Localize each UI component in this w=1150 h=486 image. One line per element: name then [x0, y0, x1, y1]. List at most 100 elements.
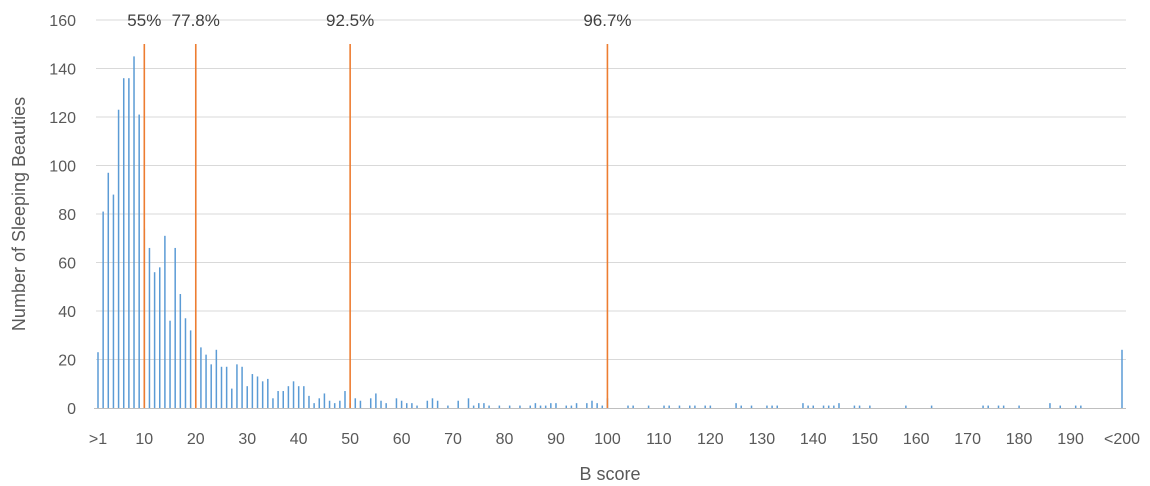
x-tick-label: 160 — [903, 431, 930, 448]
bar — [375, 393, 377, 408]
reference-line-label: 92.5% — [326, 11, 374, 30]
x-tick-label: 150 — [851, 431, 878, 448]
x-tick-label: 50 — [341, 431, 359, 448]
bar — [704, 405, 706, 408]
bar — [550, 403, 552, 408]
y-tick-label: 60 — [58, 256, 76, 273]
bar — [457, 400, 459, 408]
bar — [158, 267, 161, 408]
bar — [822, 405, 825, 408]
bar — [555, 403, 557, 408]
bar — [858, 405, 861, 408]
bar — [328, 400, 331, 408]
bar — [833, 405, 835, 408]
bar — [776, 405, 778, 408]
bar — [251, 374, 254, 408]
bar — [586, 403, 588, 408]
bar — [740, 405, 742, 408]
y-tick-label: 140 — [49, 62, 76, 79]
bar — [431, 398, 434, 408]
bar — [853, 405, 856, 408]
bar — [766, 405, 768, 408]
bar — [164, 235, 166, 408]
bar — [205, 354, 207, 408]
bar — [596, 403, 598, 408]
bar — [215, 349, 218, 408]
bar — [735, 403, 737, 408]
bar — [426, 400, 429, 408]
y-tick-label: 40 — [58, 304, 76, 321]
bar — [591, 400, 593, 408]
x-tick-label: 70 — [444, 431, 462, 448]
bar — [632, 405, 634, 408]
bar — [102, 211, 104, 408]
bar — [354, 398, 357, 408]
y-tick-labels: 0 20 40 60 80 100 120 140 160 — [49, 13, 76, 418]
bar — [544, 405, 547, 408]
y-tick-label: 120 — [49, 110, 76, 127]
bar — [663, 405, 665, 408]
bar — [930, 405, 933, 408]
bar — [436, 400, 439, 408]
bar — [1018, 405, 1020, 408]
bar — [339, 400, 341, 408]
bar — [1049, 403, 1051, 408]
bar — [601, 405, 604, 408]
bar — [225, 366, 228, 408]
reference-lines: 55% 77.8% 92.5% 96.7% — [127, 11, 632, 408]
bar — [694, 405, 696, 408]
bar — [678, 405, 681, 408]
bar — [236, 364, 238, 408]
bar — [529, 405, 531, 408]
bar — [411, 403, 413, 408]
bar — [380, 400, 382, 408]
bars — [97, 56, 1123, 408]
bar — [1074, 405, 1077, 408]
bar — [807, 405, 809, 408]
x-tick-label: 100 — [594, 431, 621, 448]
bar — [174, 247, 176, 408]
bar — [508, 405, 511, 408]
bar — [416, 405, 418, 408]
x-tick-label: 130 — [748, 431, 775, 448]
bar — [179, 294, 182, 408]
bar — [97, 352, 99, 408]
bar — [869, 405, 871, 408]
bar — [241, 366, 243, 408]
x-tick-label: 80 — [496, 431, 514, 448]
bar — [400, 400, 403, 408]
y-tick-label: 0 — [67, 401, 76, 418]
bar — [689, 405, 691, 408]
reference-line-label: 55% — [127, 11, 161, 30]
x-axis-title: B score — [579, 464, 640, 484]
x-tick-label: 180 — [1006, 431, 1033, 448]
bar — [987, 405, 989, 408]
bar — [1080, 405, 1082, 408]
x-tick-label: 60 — [393, 431, 411, 448]
y-tick-label: 100 — [49, 159, 76, 176]
y-tick-label: 80 — [58, 207, 76, 224]
bar — [565, 405, 568, 408]
reference-line-label: 96.7% — [583, 11, 631, 30]
bar — [220, 366, 223, 408]
bar — [272, 398, 274, 408]
x-tick-label: 190 — [1057, 431, 1084, 448]
bar — [333, 403, 336, 408]
bar — [997, 405, 1000, 408]
bar — [184, 318, 187, 408]
bar — [318, 398, 321, 408]
bar — [133, 56, 135, 408]
bar — [570, 405, 573, 408]
bar — [287, 386, 290, 408]
bar — [668, 405, 670, 408]
bar — [488, 405, 490, 408]
bar — [369, 398, 372, 408]
bar — [472, 405, 475, 408]
x-tick-label: 120 — [697, 431, 724, 448]
bar — [498, 405, 501, 408]
bar — [905, 405, 907, 408]
x-tick-label: 40 — [290, 431, 308, 448]
bar — [709, 405, 712, 408]
x-tick-label: 90 — [547, 431, 565, 448]
bar — [827, 405, 830, 408]
